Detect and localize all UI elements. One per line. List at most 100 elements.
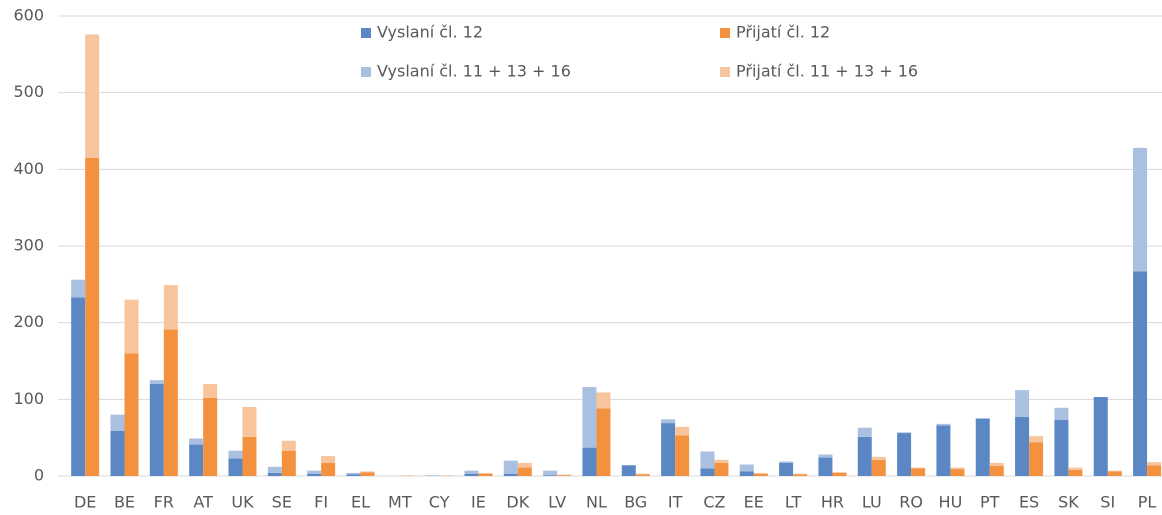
bar xyxy=(1133,271,1148,476)
bar xyxy=(857,427,872,437)
y-tick-label: 0 xyxy=(34,466,44,485)
x-tick-label: ES xyxy=(1019,493,1039,512)
x-tick-label: LV xyxy=(548,493,566,512)
legend-swatch xyxy=(361,28,371,38)
bar xyxy=(242,407,257,437)
bar xyxy=(517,462,532,468)
bar xyxy=(1029,442,1044,476)
x-tick-label: BG xyxy=(624,493,647,512)
bar xyxy=(1068,467,1083,470)
bar xyxy=(936,423,951,426)
bar xyxy=(1107,470,1122,472)
bar xyxy=(871,459,886,476)
bar xyxy=(661,419,676,424)
bar xyxy=(163,285,178,330)
bar xyxy=(543,475,558,476)
bar xyxy=(149,380,164,384)
bar xyxy=(911,467,926,469)
x-tick-label: DK xyxy=(506,493,529,512)
bar xyxy=(779,461,794,463)
bar xyxy=(975,418,990,476)
bar xyxy=(793,474,808,476)
bar xyxy=(635,473,650,475)
bar xyxy=(321,462,336,476)
bar xyxy=(779,462,794,476)
bar xyxy=(321,456,336,463)
bar xyxy=(281,450,296,476)
x-tick-label: PL xyxy=(1138,493,1157,512)
bar xyxy=(203,384,218,398)
bar xyxy=(1093,397,1108,476)
x-tick-label: CZ xyxy=(703,493,725,512)
x-tick-label: RO xyxy=(899,493,923,512)
x-tick-label: IT xyxy=(668,493,683,512)
bar xyxy=(582,387,597,448)
bar xyxy=(346,472,361,475)
bar xyxy=(793,473,808,475)
bar xyxy=(360,472,375,476)
bar xyxy=(675,426,690,436)
legend-label: Vyslaní čl. 12 xyxy=(377,23,483,42)
bar xyxy=(425,475,440,476)
bar xyxy=(399,475,414,476)
bar xyxy=(1068,469,1083,476)
bar xyxy=(596,392,611,409)
bar xyxy=(228,458,243,476)
bar xyxy=(557,475,572,476)
bar xyxy=(464,470,479,474)
bar xyxy=(714,462,729,476)
bar xyxy=(621,465,636,476)
bar xyxy=(346,474,361,476)
bar xyxy=(360,471,375,473)
bar xyxy=(189,438,204,445)
bar xyxy=(124,353,139,476)
bar xyxy=(936,425,951,476)
legend-swatch xyxy=(361,67,371,77)
bar xyxy=(228,450,243,459)
bar xyxy=(1147,462,1162,466)
y-tick-label: 300 xyxy=(13,236,44,255)
bar xyxy=(478,472,493,474)
bar xyxy=(857,436,872,476)
x-tick-label: SE xyxy=(272,493,292,512)
bar xyxy=(753,473,768,476)
bar xyxy=(71,279,86,298)
legend-label: Přijatí čl. 11 + 13 + 16 xyxy=(736,62,918,81)
bar xyxy=(596,408,611,476)
legend-swatch xyxy=(720,67,730,77)
bar xyxy=(1015,390,1030,417)
bar xyxy=(582,447,597,476)
y-tick-label: 400 xyxy=(13,159,44,178)
bar xyxy=(700,451,715,469)
x-tick-label: FR xyxy=(154,493,174,512)
bar xyxy=(661,423,676,476)
bar xyxy=(307,473,322,476)
bar xyxy=(85,157,100,477)
x-tick-label: AT xyxy=(193,493,213,512)
bar xyxy=(267,472,282,476)
x-tick-label: MT xyxy=(388,493,412,512)
x-tick-label: LT xyxy=(785,493,802,512)
bar xyxy=(753,472,768,474)
bar xyxy=(950,469,965,476)
x-tick-label: UK xyxy=(231,493,254,512)
bar xyxy=(1015,416,1030,476)
bar xyxy=(124,299,139,354)
x-tick-label: EL xyxy=(351,493,370,512)
legend-label: Vyslaní čl. 11 + 13 + 16 xyxy=(377,62,571,81)
x-tick-label: PT xyxy=(980,493,1000,512)
x-tick-label: BE xyxy=(114,493,135,512)
bar xyxy=(1133,147,1148,272)
bar xyxy=(557,474,572,476)
bar xyxy=(543,470,558,476)
bar xyxy=(897,432,912,434)
bar xyxy=(675,435,690,476)
y-tick-label: 100 xyxy=(13,389,44,408)
bar xyxy=(832,472,847,473)
bar xyxy=(950,467,965,470)
bar xyxy=(714,459,729,463)
bar xyxy=(478,473,493,476)
bar xyxy=(439,475,454,476)
bar xyxy=(110,430,125,476)
